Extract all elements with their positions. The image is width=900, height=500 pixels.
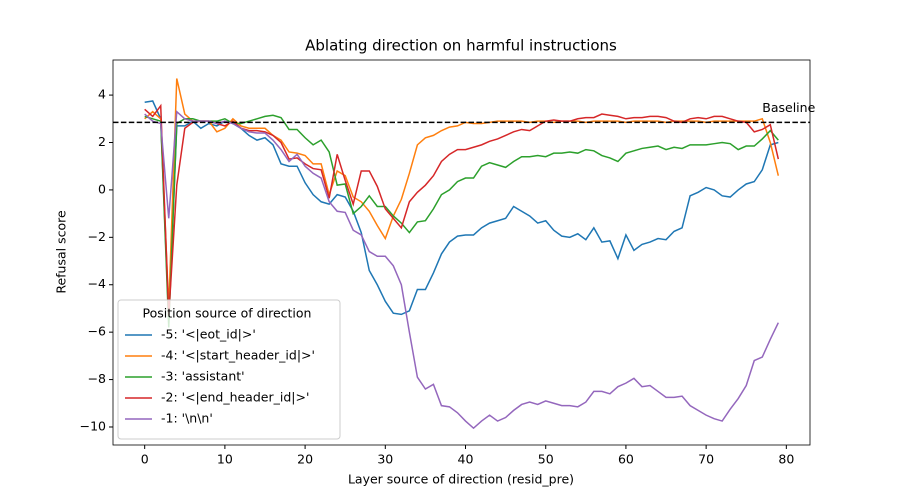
- y-tick-label: −6: [88, 324, 106, 339]
- x-tick-label: 10: [217, 452, 233, 467]
- y-tick-label: −10: [80, 418, 106, 433]
- y-tick-label: 2: [98, 134, 106, 149]
- x-tick-label: 80: [778, 452, 794, 467]
- y-tick-label: −2: [88, 229, 106, 244]
- series-line: [144, 103, 780, 316]
- legend-box: [117, 299, 341, 440]
- x-tick-label: 40: [458, 452, 474, 467]
- legend-title: Position source of direction: [143, 306, 312, 321]
- x-tick-label: 0: [141, 452, 149, 467]
- legend-label: -4: '<|start_header_id|>': [161, 348, 315, 363]
- x-tick-label: 20: [297, 452, 313, 467]
- legend-label: -2: '<|end_header_id|>': [161, 390, 309, 405]
- x-axis-label: Layer source of direction (resid_pre): [348, 472, 574, 487]
- y-axis-label: Refusal score: [54, 210, 69, 294]
- x-tick-label: 70: [698, 452, 714, 467]
- x-tick-label: 50: [538, 452, 554, 467]
- legend-label: -5: '<|eot_id|>': [161, 327, 256, 342]
- y-tick-label: −8: [88, 371, 106, 386]
- series-line: [144, 114, 779, 328]
- baseline-label: Baseline: [762, 100, 815, 115]
- x-tick-label: 30: [377, 452, 393, 467]
- legend-label: -1: '\n\n': [161, 411, 213, 426]
- x-tick-label: 60: [618, 452, 634, 467]
- legend-label: -3: 'assistant': [161, 369, 245, 384]
- y-tick-label: −4: [88, 276, 106, 291]
- chart-title: Ablating direction on harmful instructio…: [305, 37, 617, 55]
- series-line: [144, 78, 780, 309]
- y-tick-label: 4: [98, 87, 106, 102]
- y-tick-label: 0: [98, 181, 106, 196]
- series-line: [144, 110, 779, 430]
- plot-frame: [112, 59, 811, 446]
- series-line: [144, 100, 779, 321]
